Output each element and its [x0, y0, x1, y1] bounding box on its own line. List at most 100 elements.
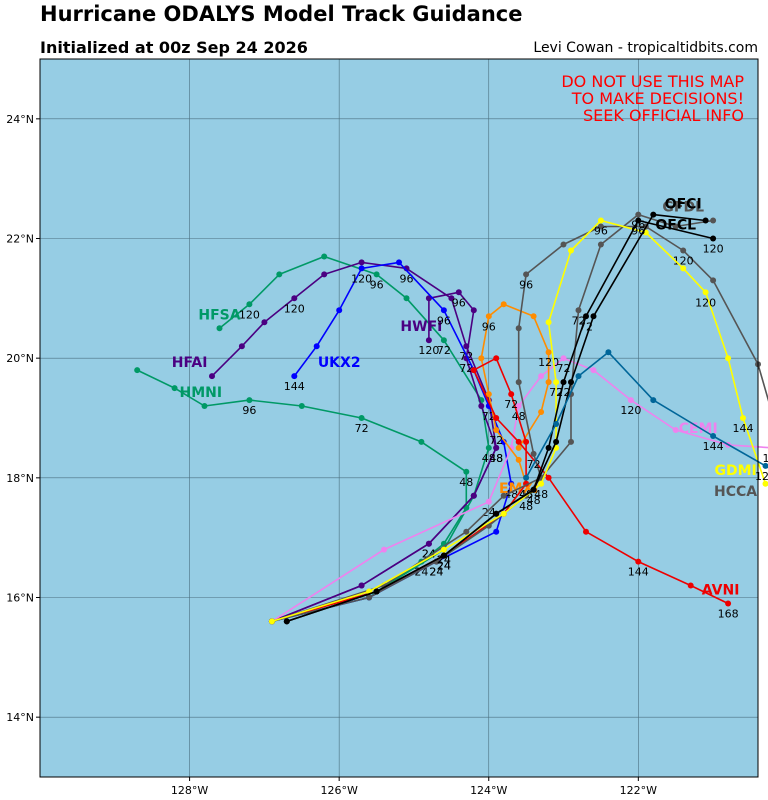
model-name-label: HFSA: [198, 307, 240, 323]
track-point: [403, 295, 410, 302]
forecast-hour-label: 96: [482, 320, 496, 333]
forecast-hour-label: 96: [400, 272, 414, 285]
forecast-hour-label: 24: [437, 560, 451, 573]
forecast-hour-label: 48: [519, 500, 533, 513]
track-point: [470, 367, 477, 374]
track-point: [560, 241, 567, 248]
track-point: [276, 271, 283, 278]
forecast-hour-label: 24: [422, 548, 436, 561]
track-point: [478, 403, 485, 409]
track-point: [545, 379, 552, 386]
track-point: [687, 582, 694, 589]
forecast-hour-label: 120: [239, 308, 260, 321]
y-tick-label: 14°N: [6, 711, 34, 724]
forecast-hour-label: 48: [527, 494, 541, 507]
forecast-hour-label: 144: [284, 380, 305, 393]
y-tick-label: 22°N: [6, 233, 34, 246]
forecast-hour-label: 48: [459, 476, 473, 489]
track-point: [366, 594, 373, 601]
forecast-hour-label: 96: [452, 296, 466, 309]
model-name-label: HCCA: [714, 484, 757, 500]
model-name-label: HFAI: [172, 355, 208, 371]
forecast-hour-label: 72: [459, 362, 473, 375]
forecast-hour-label: 96: [594, 225, 608, 238]
model-name-label: AVNI: [702, 583, 740, 599]
track-point: [425, 540, 432, 547]
track-point: [523, 474, 530, 481]
axes-border: [39, 58, 759, 778]
y-tick-label: 24°N: [6, 113, 34, 126]
forecast-hour-label: 120: [703, 243, 724, 256]
y-tick-label: 18°N: [6, 472, 34, 485]
track-point: [493, 510, 500, 517]
track-line: [271, 213, 714, 623]
ocean-area: [40, 59, 758, 777]
forecast-hour-label: 120: [418, 344, 439, 357]
track-point: [523, 271, 530, 278]
track-point: [605, 349, 612, 356]
x-tick-label: 128°W: [171, 784, 208, 797]
track-point: [583, 528, 589, 535]
track-point: [530, 313, 537, 320]
y-tick-label: 20°N: [6, 352, 34, 365]
track-point: [298, 403, 305, 409]
track-point: [508, 391, 515, 398]
forecast-hour-label: 72: [355, 422, 369, 435]
forecast-hour-label: 72: [437, 344, 451, 357]
forecast-hour-label: 120: [351, 272, 372, 285]
track-point: [575, 373, 582, 380]
forecast-hour-label: 120: [620, 404, 641, 417]
track-point: [762, 462, 768, 469]
forecast-hour-label: 96: [242, 404, 256, 417]
track-point: [134, 367, 141, 374]
track-point: [530, 486, 537, 493]
track-point: [568, 247, 574, 254]
track-point: [568, 438, 574, 445]
track-point: [358, 415, 365, 421]
forecast-hour-label: 24: [422, 548, 436, 561]
track-point: [710, 235, 717, 242]
model-name-label: UKX2: [318, 355, 361, 371]
track-point: [523, 438, 530, 445]
track-point: [515, 438, 522, 445]
grid-lines: 128°W126°W124°W122°W120°W14°N16°N18°N20°…: [6, 59, 758, 797]
track-point: [702, 217, 709, 224]
track-point: [500, 492, 507, 499]
track-point: [283, 618, 290, 625]
track-point: [201, 403, 208, 409]
track-point: [515, 379, 522, 386]
credit-text: Levi Cowan - tropicaltidbits.com: [533, 40, 758, 56]
forecast-hour-label: 24: [437, 560, 451, 573]
forecast-hour-label: 96: [519, 278, 533, 291]
track-point: [440, 337, 447, 344]
x-tick-label: 126°W: [320, 784, 357, 797]
track-point: [373, 271, 380, 278]
y-tick-label: 16°N: [6, 592, 34, 605]
track-point: [530, 450, 537, 457]
track-point: [515, 456, 522, 463]
track-point: [485, 498, 492, 505]
track-point: [455, 289, 462, 296]
map-background: [40, 59, 758, 777]
track-point: [515, 444, 522, 451]
track-point: [493, 415, 500, 421]
track-point: [545, 349, 552, 356]
forecast-hour-label: 24: [482, 506, 496, 519]
forecast-hour-label: 120: [695, 296, 716, 309]
forecast-hour-label: 48: [534, 488, 548, 501]
track-point: [627, 397, 634, 404]
track-point: [650, 211, 657, 218]
track-point: [553, 421, 560, 427]
track-point: [545, 319, 552, 326]
track-point: [672, 223, 679, 230]
track-point: [515, 403, 522, 409]
track-point: [440, 546, 447, 553]
map-title: Hurricane ODALYS Model Track Guidance: [40, 2, 523, 26]
forecast-hour-label: 168: [718, 608, 739, 621]
track-point: [246, 397, 253, 404]
model-name-label: HWFI: [400, 319, 442, 335]
track-point: [485, 444, 492, 451]
track-point: [740, 415, 746, 421]
